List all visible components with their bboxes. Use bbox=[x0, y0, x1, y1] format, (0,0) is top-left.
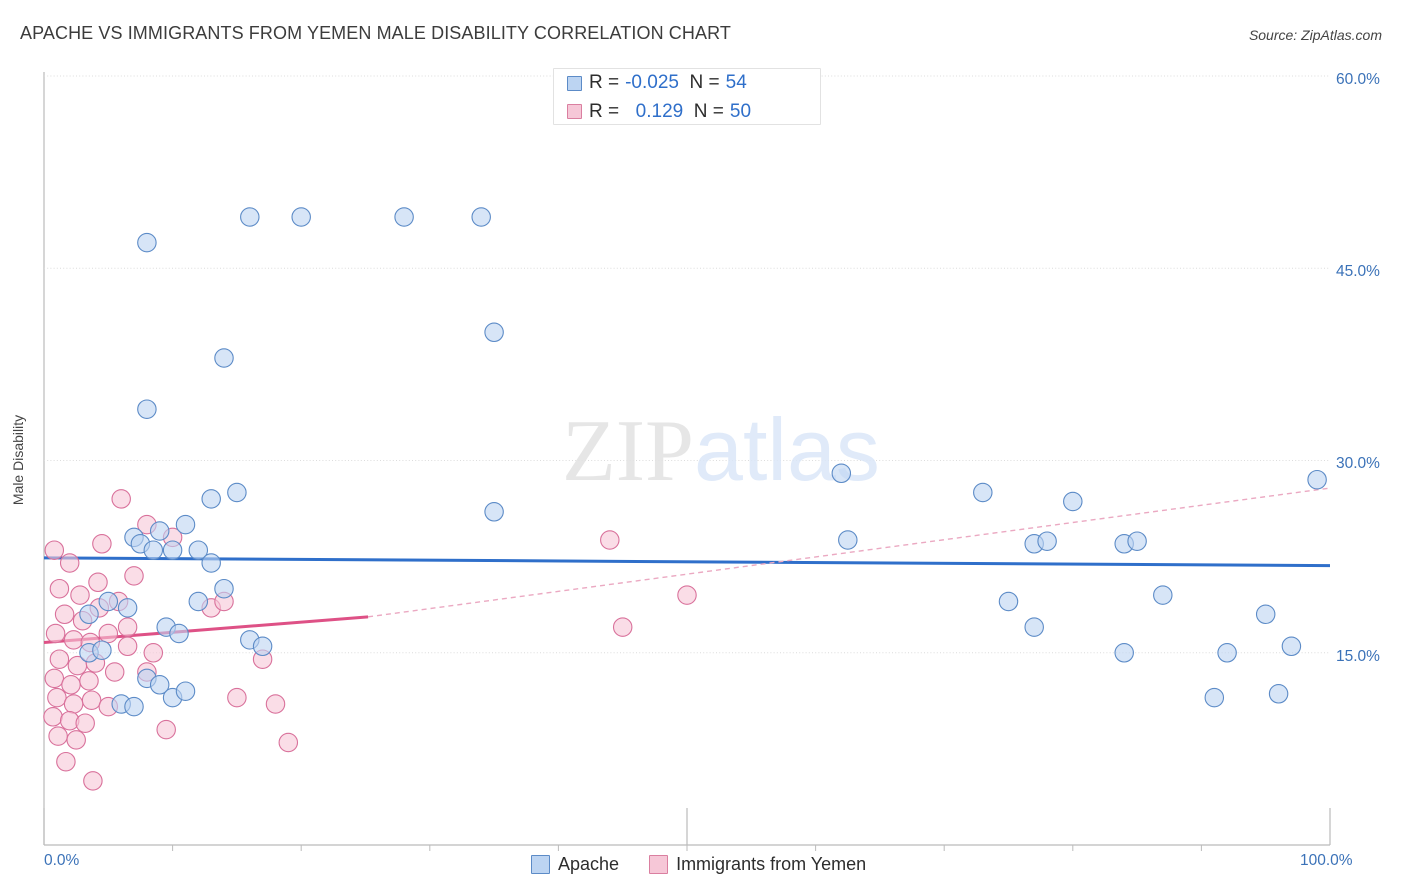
svg-text:ZIPatlas: ZIPatlas bbox=[562, 400, 880, 500]
